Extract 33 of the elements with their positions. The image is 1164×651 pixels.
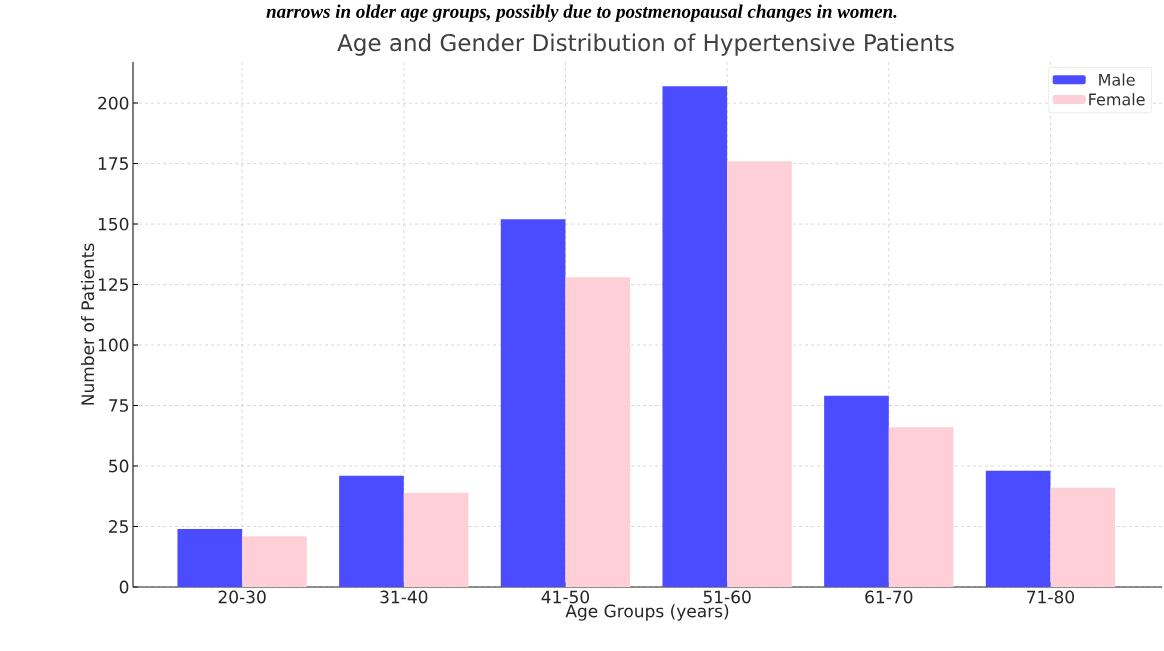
y-tick-label: 175 (98, 157, 128, 170)
bar (242, 536, 307, 587)
bar (500, 219, 566, 587)
bar (985, 470, 1051, 587)
bar (339, 475, 404, 587)
chart-title: Age and Gender Distribution of Hypertensive Patients (337, 33, 954, 56)
x-tick-label: 31-40 (380, 590, 428, 604)
y-tick-label: 0 (119, 580, 129, 594)
bar (727, 161, 792, 587)
legend-label: Male (1099, 73, 1135, 86)
y-tick-label: 150 (98, 217, 129, 231)
y-tick-label: 125 (98, 278, 128, 291)
text: narrows in older age groups, possibly due to postmenopausal changes in women. (266, 4, 897, 22)
y-tick-label: 200 (98, 96, 129, 110)
x-tick-label: 51-60 (703, 590, 751, 604)
bar (662, 86, 728, 587)
x-tick-label: 41-50 (541, 590, 590, 604)
legend-label: Female (1089, 93, 1145, 106)
y-tick-label: 100 (98, 338, 129, 352)
bar (824, 395, 889, 587)
y-tick-label: 75 (109, 399, 128, 412)
y-axis-title: Number of Patients (80, 243, 95, 405)
x-tick-label: 71-80 (1027, 590, 1075, 604)
y-tick-label: 50 (109, 459, 129, 473)
bar (177, 528, 243, 587)
bar (1050, 487, 1116, 587)
x-tick-label: 20-30 (218, 590, 266, 604)
x-axis-title: Age Groups (years) (565, 604, 729, 621)
x-tick-label: 61-70 (865, 590, 913, 604)
bar (888, 427, 954, 587)
bar (565, 277, 631, 587)
bar (403, 492, 469, 587)
y-tick-label: 25 (109, 520, 128, 533)
